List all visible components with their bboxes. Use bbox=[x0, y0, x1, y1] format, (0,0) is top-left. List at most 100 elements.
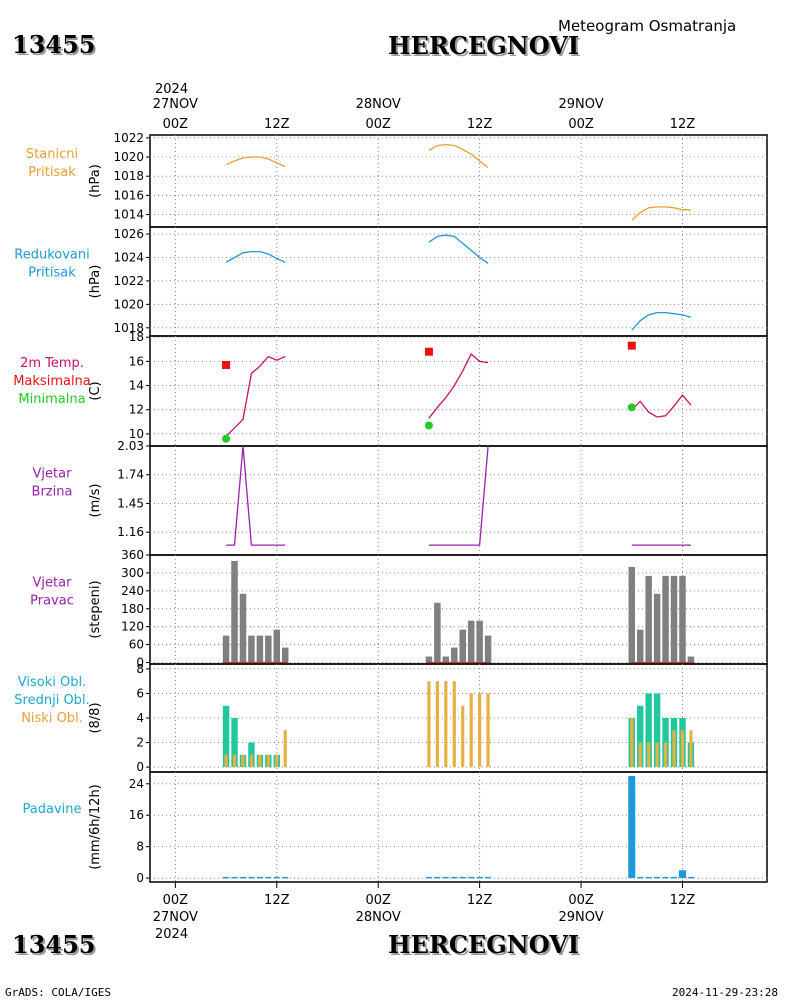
series-line-0-1 bbox=[428, 143, 489, 169]
top-hour-label-2: 00Z bbox=[365, 117, 391, 132]
bottom-hour-label-5: 12Z bbox=[670, 893, 696, 908]
panel-label-5-1: Srednji Obl. bbox=[14, 693, 89, 708]
panel-label-2-1: Maksimalna bbox=[13, 374, 91, 389]
panel-frame-1 bbox=[149, 226, 768, 337]
cloud-low-bar-14 bbox=[478, 693, 482, 768]
top-hour-label-5: 12Z bbox=[670, 117, 696, 132]
ytick-label-6-1: 8 bbox=[136, 840, 144, 854]
precip-bar-6 bbox=[273, 876, 280, 879]
panel-1: 1018 1020 1022 1024 1026 (hPa) Redukovani Priti… bbox=[14, 226, 768, 337]
wind-dir-bar-20 bbox=[662, 575, 669, 663]
wind-dir-bar-18 bbox=[645, 575, 652, 663]
wind-dir-bar-13 bbox=[467, 620, 475, 663]
ytick-label-4-0: 0 bbox=[136, 656, 144, 670]
bottom-hour-label-1: 12Z bbox=[264, 893, 290, 908]
precip-bar-8 bbox=[425, 876, 432, 879]
cloud-low-bar-15 bbox=[486, 693, 490, 768]
top-day-label-0: 27NOV bbox=[153, 97, 198, 112]
ytick-label-1-0: 1018 bbox=[113, 321, 144, 335]
top-hour-label-0: 00Z bbox=[163, 117, 189, 132]
ytick-label-4-3: 180 bbox=[121, 602, 144, 616]
ylabel-6: (mm/6h/12h) bbox=[88, 784, 103, 870]
panel-frame-2 bbox=[149, 335, 768, 447]
cloud-low-bar-0 bbox=[224, 754, 228, 768]
footer-right: 2024-11-29-23:28 bbox=[672, 986, 778, 999]
ylabel-2: (C) bbox=[88, 381, 103, 400]
precip-bar-2 bbox=[239, 876, 246, 879]
wind-dir-bar-5 bbox=[265, 635, 272, 663]
precip-bar-5 bbox=[265, 876, 272, 879]
panel-label-0-0: Stanicni bbox=[26, 147, 78, 162]
bottom-day-label-1: 28NOV bbox=[356, 910, 401, 925]
cloud-low-bar-2 bbox=[241, 754, 245, 768]
precip-bar-4 bbox=[256, 876, 263, 879]
wind-dir-bar-4 bbox=[256, 635, 264, 663]
ytick-label-2-3: 16 bbox=[129, 354, 144, 368]
station-id-bottom: 13455 bbox=[12, 930, 96, 959]
cloud-high-bar-18 bbox=[645, 693, 652, 768]
series-line-3-1 bbox=[428, 445, 489, 546]
ytick-label-2-0: 10 bbox=[129, 427, 144, 441]
panel-label-3-0: Vjetar bbox=[33, 467, 73, 482]
panel-label-1-1: Pritisak bbox=[28, 266, 76, 281]
wind-dir-bar-10 bbox=[442, 656, 450, 663]
cloud-high-bar-0 bbox=[222, 705, 230, 768]
cloud-low-bar-12 bbox=[461, 705, 465, 768]
wind-dir-bar-15 bbox=[484, 635, 492, 663]
series-line-0-0 bbox=[225, 156, 286, 168]
station-name-shadow-bottom: HERCEGNOVI bbox=[390, 932, 581, 961]
wind-dir-bar-17 bbox=[636, 629, 644, 663]
wind-dir-bar-1 bbox=[231, 560, 238, 663]
ytick-label-4-6: 360 bbox=[121, 548, 144, 562]
min-marker-0 bbox=[222, 434, 231, 443]
ytick-label-6-0: 0 bbox=[136, 871, 144, 885]
cloud-high-bar-19 bbox=[653, 693, 661, 768]
ytick-label-5-1: 2 bbox=[136, 736, 144, 750]
cloud-low-bar-19 bbox=[655, 742, 659, 768]
panel-label-5-0: Visoki Obl. bbox=[18, 675, 86, 690]
cloud-low-bar-22 bbox=[680, 730, 685, 768]
ytick-label-5-3: 6 bbox=[136, 686, 144, 700]
panel-label-4-1: Pravac bbox=[30, 594, 74, 609]
wind-dir-bar-9 bbox=[434, 602, 441, 663]
top-hour-label-4: 00Z bbox=[568, 117, 594, 132]
precip-bar-0 bbox=[223, 876, 230, 879]
precip-bar-23 bbox=[687, 876, 694, 879]
ytick-label-0-0: 1014 bbox=[113, 208, 144, 222]
cloud-low-bar-9 bbox=[435, 681, 439, 768]
max-marker-2 bbox=[627, 341, 636, 350]
wind-dir-bar-19 bbox=[653, 593, 661, 663]
precip-bar-14 bbox=[476, 876, 483, 879]
wind-dir-bar-2 bbox=[239, 593, 247, 663]
bottom-hour-label-4: 00Z bbox=[568, 893, 594, 908]
precip-bar-13 bbox=[468, 876, 475, 879]
cloud-low-bar-21 bbox=[672, 730, 676, 768]
panel-label-4-0: Vjetar bbox=[33, 576, 73, 591]
bottom-hour-label-2: 00Z bbox=[365, 893, 391, 908]
cloud-low-bar-3 bbox=[249, 754, 254, 768]
series-line-1-2 bbox=[631, 311, 692, 331]
panel-label-0-1: Pritisak bbox=[28, 165, 76, 180]
ytick-label-0-2: 1018 bbox=[113, 169, 144, 183]
cloud-low-bar-11 bbox=[452, 681, 456, 768]
ytick-label-3-1: 1.45 bbox=[117, 496, 144, 510]
series-line-2-1 bbox=[428, 353, 489, 419]
ytick-label-1-3: 1024 bbox=[113, 250, 144, 264]
wind-dir-bar-12 bbox=[459, 629, 466, 663]
cloud-low-bar-16 bbox=[630, 718, 634, 768]
precip-bar-19 bbox=[654, 876, 661, 879]
series-line-3-0 bbox=[226, 445, 286, 546]
series-line-2-2 bbox=[631, 394, 692, 418]
panel-5: 0 2 4 6 8 (8/8)Visoki Obl. Srednji Obl. Niski O… bbox=[14, 662, 768, 774]
ylabel-5: (8/8) bbox=[88, 702, 103, 733]
precip-bar-22 bbox=[678, 870, 686, 879]
ylabel-0: (hPa) bbox=[88, 164, 103, 198]
bottom-hour-label-0: 00Z bbox=[163, 893, 189, 908]
cloud-high-bar-17 bbox=[637, 705, 644, 768]
top-hour-label-3: 12Z bbox=[467, 117, 493, 132]
ytick-label-3-0: 1.16 bbox=[117, 525, 144, 539]
top-hour-label-1: 12Z bbox=[264, 117, 290, 132]
precip-bar-20 bbox=[662, 876, 669, 879]
cloud-low-bar-8 bbox=[427, 681, 431, 768]
panel-label-2-2: Minimalna bbox=[18, 392, 85, 407]
